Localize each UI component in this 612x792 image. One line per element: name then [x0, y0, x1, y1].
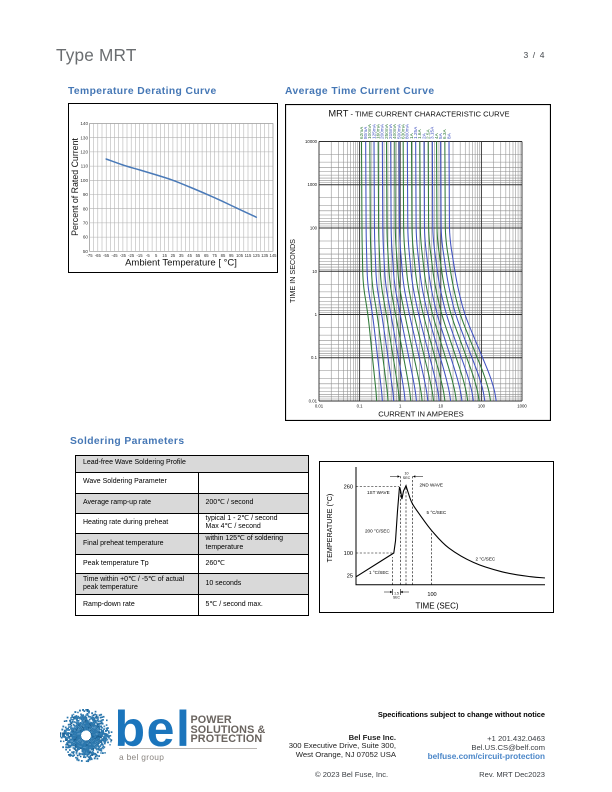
- svg-text:200 °C/SEC: 200 °C/SEC: [365, 529, 390, 534]
- svg-text:140: 140: [80, 121, 88, 126]
- svg-text:-65: -65: [95, 253, 102, 258]
- svg-text:105: 105: [236, 253, 244, 258]
- svg-text:-75: -75: [86, 253, 93, 258]
- svg-text:1: 1: [399, 404, 402, 409]
- svg-text:125mA: 125mA: [371, 123, 376, 139]
- svg-text:4A: 4A: [434, 132, 439, 139]
- svg-text:Ambient Temperature [ °C]: Ambient Temperature [ °C]: [125, 257, 237, 268]
- svg-text:Percent of Rated Current: Percent of Rated Current: [70, 138, 80, 236]
- svg-text:0.1: 0.1: [311, 355, 318, 360]
- svg-text:2.5A: 2.5A: [426, 128, 431, 139]
- svg-text:65: 65: [204, 253, 209, 258]
- svg-text:1 °C/SEC: 1 °C/SEC: [369, 570, 389, 575]
- svg-text:90: 90: [83, 192, 89, 197]
- svg-text:1.25A: 1.25A: [413, 126, 418, 139]
- svg-text:630mA: 630mA: [401, 123, 406, 139]
- svg-text:25: 25: [347, 574, 353, 580]
- svg-text:75: 75: [212, 253, 217, 258]
- svg-text:1A: 1A: [409, 132, 414, 139]
- svg-text:5A: 5A: [438, 132, 443, 139]
- svg-text:120: 120: [80, 150, 88, 155]
- svg-text:1: 1: [315, 312, 318, 317]
- svg-text:50: 50: [83, 249, 89, 254]
- svg-text:-25: -25: [128, 253, 135, 258]
- svg-text:MRT - TIME CURRENT CHARACTERIS: MRT - TIME CURRENT CHARACTERISTIC CURVE: [328, 108, 509, 118]
- svg-text:100: 100: [427, 592, 436, 598]
- svg-text:1000: 1000: [517, 404, 527, 409]
- svg-text:70: 70: [83, 221, 89, 226]
- svg-text:95: 95: [229, 253, 234, 258]
- svg-text:CURRENT IN AMPERES: CURRENT IN AMPERES: [378, 410, 464, 419]
- svg-text:-15: -15: [136, 253, 143, 258]
- svg-text:100: 100: [80, 178, 88, 183]
- svg-text:1ST WAVE: 1ST WAVE: [367, 490, 390, 495]
- svg-text:145: 145: [270, 253, 278, 258]
- svg-text:62mA: 62mA: [359, 126, 364, 139]
- svg-text:100mA: 100mA: [367, 123, 372, 139]
- svg-text:-5: -5: [146, 253, 150, 258]
- svg-text:-55: -55: [103, 253, 110, 258]
- svg-text:200mA: 200mA: [380, 123, 385, 139]
- svg-text:10: 10: [405, 472, 409, 476]
- svg-text:125: 125: [253, 253, 261, 258]
- svg-text:100: 100: [478, 404, 486, 409]
- svg-text:SEC: SEC: [393, 596, 401, 600]
- svg-text:5: 5: [155, 253, 158, 258]
- svg-text:260: 260: [344, 485, 353, 491]
- svg-text:-45: -45: [111, 253, 118, 258]
- svg-text:15: 15: [162, 253, 167, 258]
- svg-text:1.6A: 1.6A: [417, 128, 422, 139]
- svg-text:10: 10: [312, 269, 317, 274]
- svg-text:1.5: 1.5: [394, 592, 399, 596]
- svg-text:TIME (SEC): TIME (SEC): [415, 602, 458, 611]
- svg-text:60: 60: [83, 235, 89, 240]
- svg-text:0.1: 0.1: [357, 404, 364, 409]
- svg-text:TEMPERATURE (°C): TEMPERATURE (°C): [325, 494, 334, 563]
- svg-text:2 °C/SEC: 2 °C/SEC: [476, 557, 496, 562]
- svg-text:45: 45: [187, 253, 192, 258]
- svg-text:800mA: 800mA: [405, 123, 410, 139]
- svg-text:100: 100: [310, 226, 318, 231]
- svg-text:TIME IN SECONDS: TIME IN SECONDS: [288, 239, 297, 303]
- svg-text:3.15A: 3.15A: [430, 126, 435, 139]
- svg-text:80: 80: [83, 206, 89, 211]
- svg-text:80mA: 80mA: [363, 126, 368, 139]
- svg-text:110: 110: [81, 164, 89, 169]
- svg-text:100: 100: [344, 551, 353, 557]
- svg-text:5 °C/SEC: 5 °C/SEC: [427, 510, 447, 515]
- svg-text:2ND WAVE: 2ND WAVE: [420, 483, 443, 488]
- svg-text:400mA: 400mA: [392, 123, 397, 139]
- svg-text:6.3A: 6.3A: [442, 128, 447, 139]
- svg-text:10000: 10000: [305, 139, 318, 144]
- svg-text:315mA: 315mA: [388, 123, 393, 139]
- svg-text:SEC: SEC: [403, 476, 411, 480]
- svg-text:35: 35: [179, 253, 184, 258]
- svg-text:25: 25: [171, 253, 176, 258]
- svg-text:-35: -35: [120, 253, 127, 258]
- svg-text:160mA: 160mA: [376, 123, 381, 139]
- svg-text:8A: 8A: [446, 132, 451, 139]
- svg-text:500mA: 500mA: [396, 123, 401, 139]
- svg-text:85: 85: [221, 253, 226, 258]
- svg-text:0.01: 0.01: [315, 404, 324, 409]
- svg-text:2A: 2A: [421, 132, 426, 139]
- svg-text:115: 115: [245, 253, 252, 258]
- svg-text:10: 10: [438, 404, 443, 409]
- svg-text:0.01: 0.01: [309, 399, 318, 404]
- svg-text:250mA: 250mA: [384, 123, 389, 139]
- svg-text:135: 135: [261, 253, 269, 258]
- svg-text:55: 55: [196, 253, 201, 258]
- svg-text:1000: 1000: [307, 182, 317, 187]
- svg-text:130: 130: [80, 135, 88, 140]
